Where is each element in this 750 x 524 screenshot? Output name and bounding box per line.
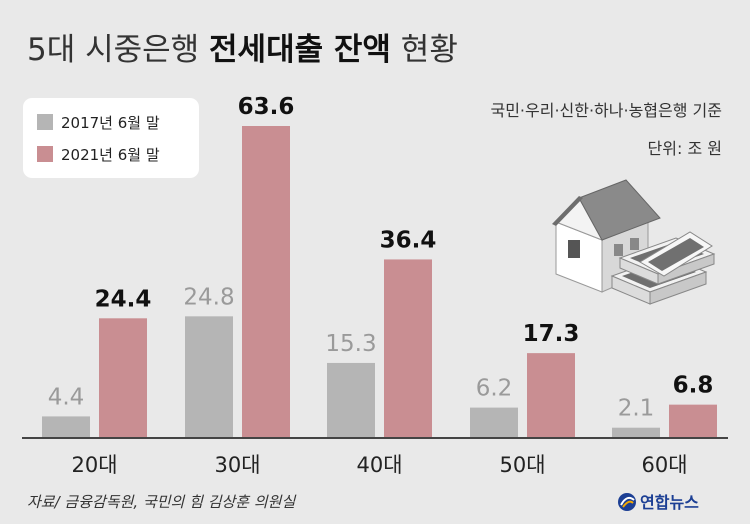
category-labels: 20대 30대 40대 50대 60대 [71, 453, 687, 477]
note-banks: 국민·우리·신한·하나·농협은행 기준 [490, 101, 722, 120]
logo-text: 연합뉴스 [640, 493, 699, 512]
legend-box [23, 98, 199, 178]
title-bold-part: 전세대출 잔액 [209, 32, 391, 68]
bar-2021-20s [99, 318, 147, 438]
bar-2021-60s [669, 404, 717, 438]
value-label-2021-50s: 17.3 [523, 321, 580, 347]
note-unit: 단위: 조 원 [648, 139, 722, 158]
bar-2021-30s [242, 126, 290, 438]
title-part-2: 현황 [391, 32, 458, 68]
chart-title: 5대 시중은행 전세대출 잔액 현황 [27, 32, 458, 68]
legend: 2017년 6월 말 2021년 6월 말 [23, 98, 199, 178]
house-and-money-icon [552, 179, 716, 305]
category-label-20s: 20대 [71, 453, 117, 477]
bar-2017-50s [470, 407, 518, 438]
category-label-30s: 30대 [214, 453, 260, 477]
value-label-2017-40s: 15.3 [325, 331, 376, 357]
category-label-50s: 50대 [499, 453, 545, 477]
category-label-40s: 40대 [356, 453, 402, 477]
bars-layer: 4.4 24.4 24.8 63.6 15.3 36.4 6.2 17.3 2.1 6.8 [42, 94, 717, 438]
bar-2017-40s [327, 362, 375, 438]
value-label-2017-60s: 2.1 [618, 396, 655, 422]
bar-2017-60s [612, 427, 660, 438]
value-label-2017-30s: 24.8 [183, 284, 234, 310]
value-label-2017-20s: 4.4 [48, 384, 85, 410]
title-part-1: 5대 시중은행 [27, 32, 209, 68]
value-label-2021-30s: 63.6 [238, 94, 295, 120]
bar-2017-30s [185, 316, 233, 438]
yonhap-logo-icon [618, 493, 636, 511]
value-label-2021-40s: 36.4 [380, 227, 437, 253]
bar-2021-50s [527, 353, 575, 438]
value-label-2017-50s: 6.2 [476, 376, 513, 402]
source-text: 자료/ 금융감독원, 국민의 힘 김상훈 의원실 [27, 493, 296, 511]
legend-swatch-2017 [37, 114, 53, 130]
bar-2017-20s [42, 416, 90, 438]
legend-label-2017: 2017년 6월 말 [61, 114, 160, 132]
legend-swatch-2021 [37, 146, 53, 162]
value-label-2021-60s: 6.8 [673, 373, 714, 399]
value-label-2021-20s: 24.4 [95, 286, 152, 312]
category-label-60s: 60대 [641, 453, 687, 477]
legend-label-2021: 2021년 6월 말 [61, 146, 160, 164]
bar-2021-40s [384, 259, 432, 438]
